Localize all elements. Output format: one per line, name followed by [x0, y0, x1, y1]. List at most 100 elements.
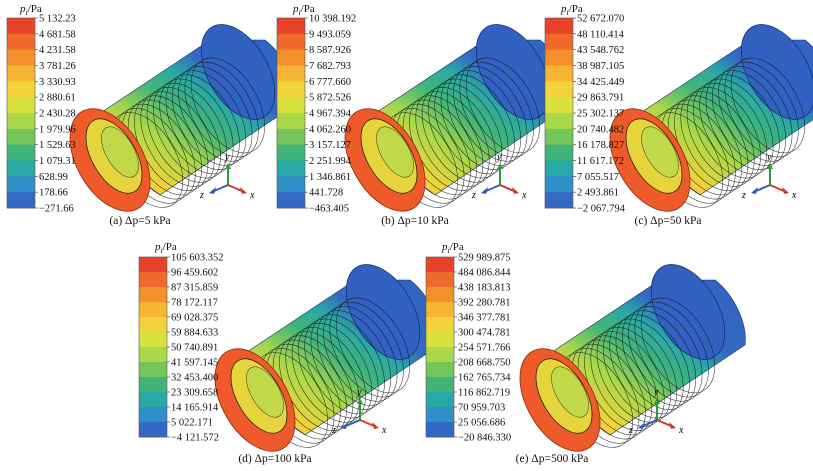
colorbar-tick-label: 7 055.517	[577, 172, 619, 183]
axis-x-label: x	[249, 190, 255, 201]
axis-x-arrow	[372, 422, 379, 429]
colorbar-tick-label: 346 377.781	[458, 313, 511, 324]
axis-x-line	[227, 184, 243, 192]
colorbar-band	[139, 407, 167, 423]
axis-y-label: y	[496, 152, 502, 163]
colorbar-band	[545, 18, 573, 35]
contour-line	[465, 57, 540, 154]
colorbar: 529 989.875 484 086.844 438 183.813 392 280…	[425, 241, 511, 444]
colorbar-band	[426, 392, 454, 408]
contour-line	[304, 318, 379, 415]
colorbar-band	[139, 287, 167, 303]
panel-a: 5 132.23 4 681.58 4 231.58 3 781.26 3 330.93…	[6, 3, 296, 227]
colorbar-band	[7, 97, 35, 114]
colorbar-band	[139, 257, 167, 273]
contour-line	[718, 66, 793, 162]
colorbar-tick-label: 34 425.449	[577, 77, 624, 88]
contour-line	[603, 322, 678, 419]
colorbar-band	[277, 128, 305, 146]
colorbar-band	[277, 160, 305, 177]
axis-triad: y x z	[331, 387, 387, 436]
contour-line	[730, 57, 805, 154]
axis-z-line	[213, 184, 229, 192]
colorbar-tick-label: 10 398.192	[309, 14, 356, 25]
colorbar-tick-label: 438 183.813	[458, 283, 511, 294]
colorbar-band	[7, 65, 35, 82]
contour-line	[440, 74, 515, 170]
colorbar-band	[545, 33, 573, 51]
contour-line	[453, 66, 528, 162]
colorbar-tick-label: 2 251.994	[309, 156, 352, 167]
colorbar-band	[139, 272, 167, 288]
colorbar-tick-label: 59 884.633	[171, 328, 218, 339]
colorbar-band	[7, 144, 35, 161]
colorbar-band	[426, 317, 454, 333]
colorbar-band	[7, 33, 35, 51]
contour-line	[178, 66, 253, 162]
axis-x-line	[769, 184, 785, 192]
contour-line	[609, 318, 684, 415]
colorbar-tick-label: 1 979.96	[39, 124, 76, 135]
colorbar-band	[7, 176, 35, 193]
colorbar-tick-label: 392 280.781	[458, 298, 511, 309]
axis-z-label: z	[741, 190, 746, 201]
colorbar-tick-label: 50 740.891	[171, 343, 218, 354]
pipe-model	[609, 24, 813, 212]
colorbar-band	[545, 49, 573, 66]
colorbar-tick-label: 29 863.791	[577, 93, 624, 104]
colorbar-tick-label: 162 765.734	[458, 373, 511, 384]
contour-line	[140, 91, 215, 187]
colorbar: 105 603.352 96 459.602 87 315.859 78 172.11…	[138, 241, 224, 444]
panel-caption: (d) Δp=100 kPa	[238, 453, 311, 465]
colorbar-band	[545, 113, 573, 130]
axis-y-label: y	[356, 387, 362, 398]
colorbar-tick-label: 96 459.602	[171, 268, 218, 279]
axis-x-line	[499, 184, 515, 192]
pipe-model	[344, 24, 571, 212]
axis-y-label: y	[653, 387, 659, 398]
colorbar-band	[545, 144, 573, 161]
colorbar-band	[139, 317, 167, 333]
panel-caption: (e) Δp=500 kPa	[516, 453, 589, 465]
contour-line	[323, 306, 398, 402]
colorbar-tick-label: 78 172.117	[171, 298, 218, 309]
colorbar-tick-label: 208 668.750	[458, 358, 511, 369]
contour-line	[146, 87, 221, 183]
colorbar-tick-label: 14 165.914	[171, 403, 219, 414]
colorbar-tick-label: 2 430.28	[39, 109, 76, 120]
axis-z-line	[345, 419, 361, 427]
colorbar-band	[426, 347, 454, 363]
colorbar-tick-label: 32 453.400	[171, 373, 218, 384]
contour-line	[159, 78, 234, 175]
contour-line	[693, 82, 768, 179]
colorbar-band	[545, 128, 573, 146]
axis-x-arrow	[240, 187, 247, 194]
axis-z-label: z	[199, 190, 204, 201]
pipe-bore-inner	[376, 126, 414, 178]
colorbar-tick-label: 87 315.859	[171, 283, 218, 294]
colorbar-tick-label: 6 777.660	[309, 77, 351, 88]
colorbar-tick-label: 2 493.861	[577, 188, 619, 199]
pipe-bore-inner	[641, 126, 679, 178]
colorbar-band	[545, 192, 573, 209]
colorbar-tick-label: 16 178.827	[577, 140, 624, 151]
colorbar-band	[426, 422, 454, 438]
colorbar-band	[277, 18, 305, 35]
axis-z-line	[485, 184, 501, 192]
panel-b: 10 398.192 9 493.059 8 587.926 7 682.793 6 7…	[276, 3, 571, 227]
panel-caption: (b) Δp=10 kPa	[381, 215, 449, 227]
colorbar-band	[426, 407, 454, 423]
colorbar-band	[277, 113, 305, 130]
colorbar-band	[7, 81, 35, 98]
colorbar-band	[426, 377, 454, 393]
colorbar-band	[277, 176, 305, 193]
colorbar-band	[139, 302, 167, 318]
panel-caption: (a) Δp=5 kPa	[109, 215, 170, 227]
colorbar-tick-label: 20 740.482	[577, 124, 624, 135]
colorbar-band	[7, 49, 35, 66]
colorbar-tick-label: 1 529.63	[39, 140, 76, 151]
contour-line	[459, 61, 534, 158]
axis-z-arrow	[751, 187, 758, 194]
colorbar-band	[277, 192, 305, 209]
axis-z-arrow	[209, 187, 216, 194]
